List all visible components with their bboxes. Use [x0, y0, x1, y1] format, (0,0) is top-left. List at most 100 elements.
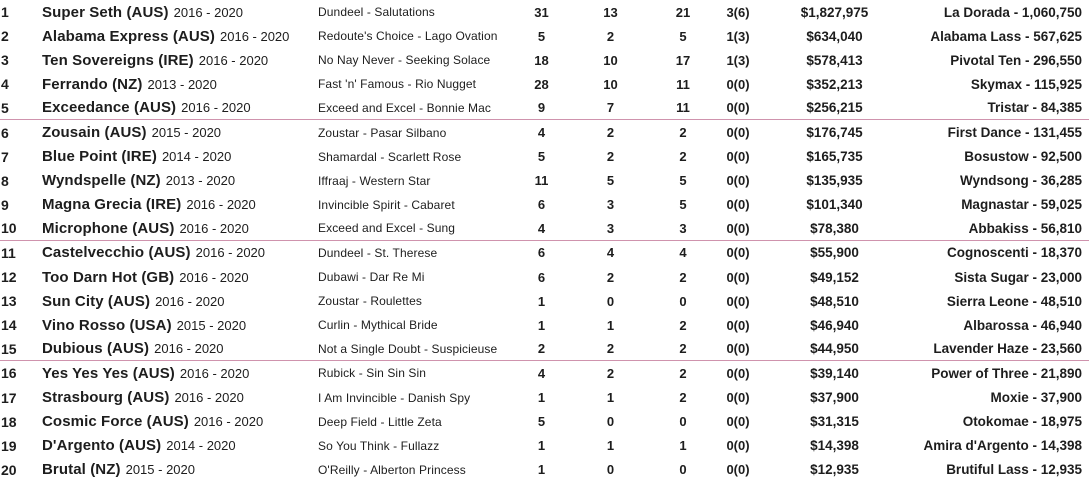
table-row[interactable]: 9 Magna Grecia (IRE) 2016 - 2020 Invincib…	[0, 193, 1089, 217]
rank-number: 17	[1, 389, 17, 406]
stat-col-3: 21	[675, 4, 691, 20]
rank-number: 19	[1, 437, 17, 454]
table-row[interactable]: 5 Exceedance (AUS) 2016 - 2020 Exceed and…	[0, 96, 1089, 121]
table-row[interactable]: 15 Dubious (AUS) 2016 - 2020 Not a Single…	[0, 337, 1089, 362]
horse-name-link[interactable]: Too Darn Hot (GB)	[42, 268, 175, 286]
stat-col-2: 4	[606, 245, 615, 261]
season-range: 2016 - 2020	[179, 269, 249, 285]
table-row[interactable]: 2 Alabama Express (AUS) 2016 - 2020 Redou…	[0, 24, 1089, 48]
horse-name-cell: Brutal (NZ) 2015 - 2020	[42, 461, 318, 478]
table-row[interactable]: 11 Castelvecchio (AUS) 2016 - 2020 Dundee…	[0, 241, 1089, 265]
horse-name-cell: Zousain (AUS) 2015 - 2020	[42, 124, 318, 141]
stat-col-2: 0	[606, 293, 615, 309]
stat-col-3: 0	[679, 293, 687, 309]
table-row[interactable]: 7 Blue Point (IRE) 2014 - 2020 Shamardal …	[0, 145, 1089, 169]
stat-col-1: 18	[534, 52, 549, 68]
prizemoney: $37,900	[810, 390, 859, 406]
stat-col-3: 5	[679, 173, 687, 189]
horse-name-cell: Wyndspelle (NZ) 2013 - 2020	[42, 172, 318, 189]
horse-name-link[interactable]: Wyndspelle (NZ)	[42, 172, 161, 190]
top-performer-earnings: Sierra Leone - 48,510	[946, 293, 1082, 309]
stat-col-2: 2	[606, 341, 615, 357]
stat-col-3: 2	[679, 317, 687, 333]
stat-col-2: 2	[606, 125, 615, 141]
rank-number: 9	[1, 196, 9, 213]
horse-name-link[interactable]: Castelvecchio (AUS)	[42, 244, 191, 262]
stat-col-1: 6	[537, 245, 546, 261]
stat-col-1: 4	[537, 365, 546, 381]
horse-name-link[interactable]: Vino Rosso (USA)	[42, 316, 172, 334]
stat-col-1: 2	[537, 341, 546, 357]
season-range: 2016 - 2020	[155, 293, 225, 309]
season-range: 2016 - 2020	[154, 341, 224, 357]
stat-col-3: 0	[679, 414, 687, 430]
top-performer-earnings: Bosustow - 92,500	[964, 149, 1082, 165]
stakes-wins: 0(0)	[726, 414, 750, 430]
top-performer-earnings: Alabama Lass - 567,625	[930, 28, 1082, 44]
horse-name-link[interactable]: Super Seth (AUS)	[42, 3, 169, 21]
sire-dam-pedigree: Dundeel - St. Therese	[318, 245, 438, 260]
table-row[interactable]: 3 Ten Sovereigns (IRE) 2016 - 2020 No Nay…	[0, 48, 1089, 72]
stat-col-2: 10	[603, 76, 618, 92]
horse-name-link[interactable]: Cosmic Force (AUS)	[42, 413, 189, 431]
table-row[interactable]: 4 Ferrando (NZ) 2013 - 2020 Fast 'n' Famo…	[0, 72, 1089, 96]
rank-number: 4	[1, 76, 9, 93]
stat-col-3: 5	[679, 28, 687, 44]
stat-col-3: 11	[676, 100, 690, 116]
horse-name-link[interactable]: Microphone (AUS)	[42, 219, 175, 237]
rank-number: 12	[1, 269, 17, 286]
sire-dam-pedigree: Zoustar - Roulettes	[318, 294, 422, 309]
season-range: 2016 - 2020	[186, 197, 256, 213]
horse-name-link[interactable]: Magna Grecia (IRE)	[42, 196, 182, 214]
table-row[interactable]: 12 Too Darn Hot (GB) 2016 - 2020 Dubawi -…	[0, 265, 1089, 289]
horse-name-link[interactable]: Brutal (NZ)	[42, 461, 121, 479]
sire-dam-pedigree: So You Think - Fullazz	[318, 438, 440, 453]
season-range: 2016 - 2020	[195, 245, 266, 261]
stat-col-1: 5	[537, 414, 546, 430]
horse-name-link[interactable]: Blue Point (IRE)	[42, 148, 157, 166]
stat-col-2: 0	[606, 462, 615, 478]
table-row[interactable]: 14 Vino Rosso (USA) 2015 - 2020 Curlin - …	[0, 313, 1089, 337]
horse-name-link[interactable]: Exceedance (AUS)	[42, 99, 177, 117]
stat-col-3: 17	[675, 52, 691, 68]
stat-col-1: 11	[534, 173, 549, 189]
stakes-wins: 0(0)	[726, 76, 750, 92]
stat-col-3: 2	[679, 341, 687, 357]
stakes-wins: 0(0)	[726, 125, 750, 141]
stat-col-1: 1	[537, 462, 546, 478]
horse-name-link[interactable]: Zousain (AUS)	[42, 124, 147, 142]
stakes-wins: 3(6)	[726, 4, 750, 20]
prizemoney: $31,315	[810, 414, 859, 430]
table-row[interactable]: 6 Zousain (AUS) 2015 - 2020 Zoustar - Pas…	[0, 120, 1089, 144]
table-row[interactable]: 16 Yes Yes Yes (AUS) 2016 - 2020 Rubick -…	[0, 361, 1089, 385]
horse-name-cell: Exceedance (AUS) 2016 - 2020	[42, 99, 318, 116]
stat-col-2: 3	[606, 197, 615, 213]
top-performer-earnings: Otokomae - 18,975	[962, 414, 1082, 430]
horse-name-cell: Ferrando (NZ) 2013 - 2020	[42, 76, 318, 93]
stat-col-1: 6	[537, 269, 546, 285]
stakes-wins: 0(0)	[726, 220, 750, 236]
table-row[interactable]: 10 Microphone (AUS) 2016 - 2020 Exceed an…	[0, 217, 1089, 241]
season-range: 2015 - 2020	[176, 317, 247, 333]
stakes-wins: 0(0)	[726, 173, 750, 189]
table-row[interactable]: 1 Super Seth (AUS) 2016 - 2020 Dundeel - …	[0, 0, 1089, 24]
table-row[interactable]: 19 D'Argento (AUS) 2014 - 2020 So You Thi…	[0, 434, 1089, 458]
horse-name-link[interactable]: Sun City (AUS)	[42, 292, 151, 310]
horse-name-link[interactable]: Ten Sovereigns (IRE)	[42, 51, 194, 69]
stat-col-2: 0	[606, 414, 615, 430]
table-row[interactable]: 20 Brutal (NZ) 2015 - 2020 O'Reilly - Alb…	[0, 458, 1089, 482]
table-row[interactable]: 8 Wyndspelle (NZ) 2013 - 2020 Iffraaj - W…	[0, 169, 1089, 193]
horse-name-link[interactable]: D'Argento (AUS)	[42, 437, 162, 455]
table-row[interactable]: 18 Cosmic Force (AUS) 2016 - 2020 Deep Fi…	[0, 410, 1089, 434]
table-row[interactable]: 17 Strasbourg (AUS) 2016 - 2020 I Am Invi…	[0, 386, 1089, 410]
horse-name-link[interactable]: Ferrando (NZ)	[42, 75, 143, 93]
horse-name-link[interactable]: Alabama Express (AUS)	[42, 27, 215, 45]
stat-col-2: 1	[606, 317, 615, 333]
horse-name-link[interactable]: Yes Yes Yes (AUS)	[42, 364, 175, 382]
stat-col-2: 7	[606, 100, 615, 116]
table-row[interactable]: 13 Sun City (AUS) 2016 - 2020 Zoustar - R…	[0, 289, 1089, 313]
horse-name-cell: Castelvecchio (AUS) 2016 - 2020	[42, 244, 318, 261]
horse-name-link[interactable]: Strasbourg (AUS)	[42, 389, 170, 407]
horse-name-link[interactable]: Dubious (AUS)	[42, 340, 150, 358]
